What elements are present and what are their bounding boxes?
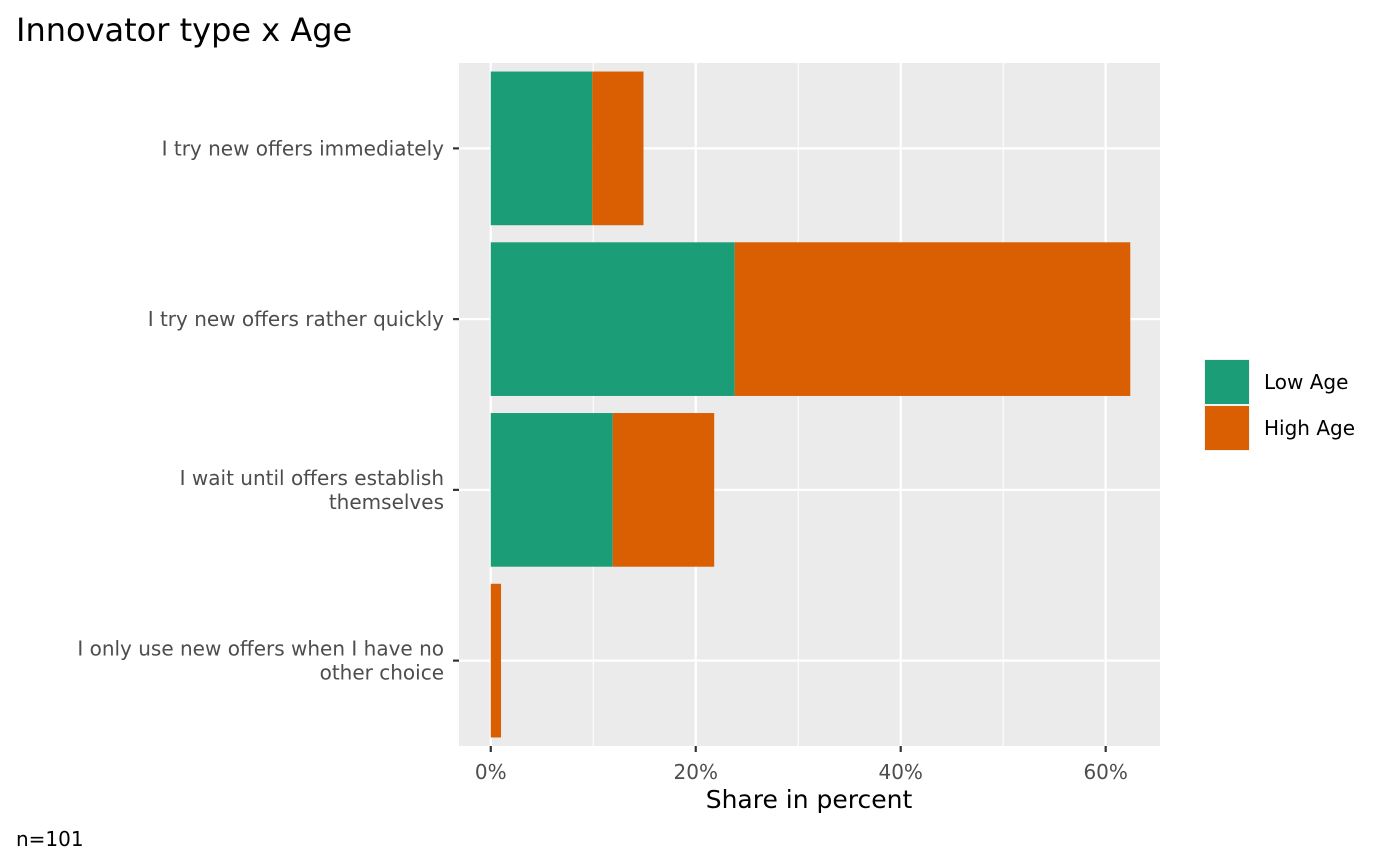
- sample-size-caption: n=101: [16, 827, 84, 851]
- legend-swatch: [1205, 406, 1249, 450]
- bar-segment: [490, 583, 502, 738]
- category-label: I try new offers rather quickly: [148, 307, 444, 331]
- x-tick-label: 0%: [475, 760, 507, 784]
- legend: Low Age High Age: [1204, 359, 1355, 451]
- bar-segment: [592, 71, 644, 226]
- bar-segment: [490, 242, 735, 396]
- category-label: I try new offers immediately: [162, 136, 445, 160]
- x-tick-label: 40%: [878, 760, 922, 784]
- bar-segment: [734, 242, 1131, 396]
- chart-title: Innovator type x Age: [16, 11, 352, 49]
- bar-segment: [612, 413, 715, 567]
- x-tick-label: 60%: [1083, 760, 1127, 784]
- y-axis: I try new offers immediately I try new of…: [77, 136, 459, 685]
- x-tick-label: 20%: [674, 760, 718, 784]
- x-axis: 0% 20% 40% 60%: [475, 746, 1128, 784]
- legend-label: Low Age: [1264, 370, 1348, 394]
- legend-swatch: [1205, 360, 1249, 404]
- category-label: I only use new offers when I have no othe…: [77, 637, 444, 685]
- bars: [490, 71, 1131, 738]
- category-label: I wait until offers establish themselves: [180, 466, 444, 514]
- legend-label: High Age: [1264, 416, 1355, 440]
- bar-segment: [490, 71, 593, 226]
- bar-segment: [490, 413, 613, 567]
- x-axis-title: Share in percent: [706, 785, 913, 814]
